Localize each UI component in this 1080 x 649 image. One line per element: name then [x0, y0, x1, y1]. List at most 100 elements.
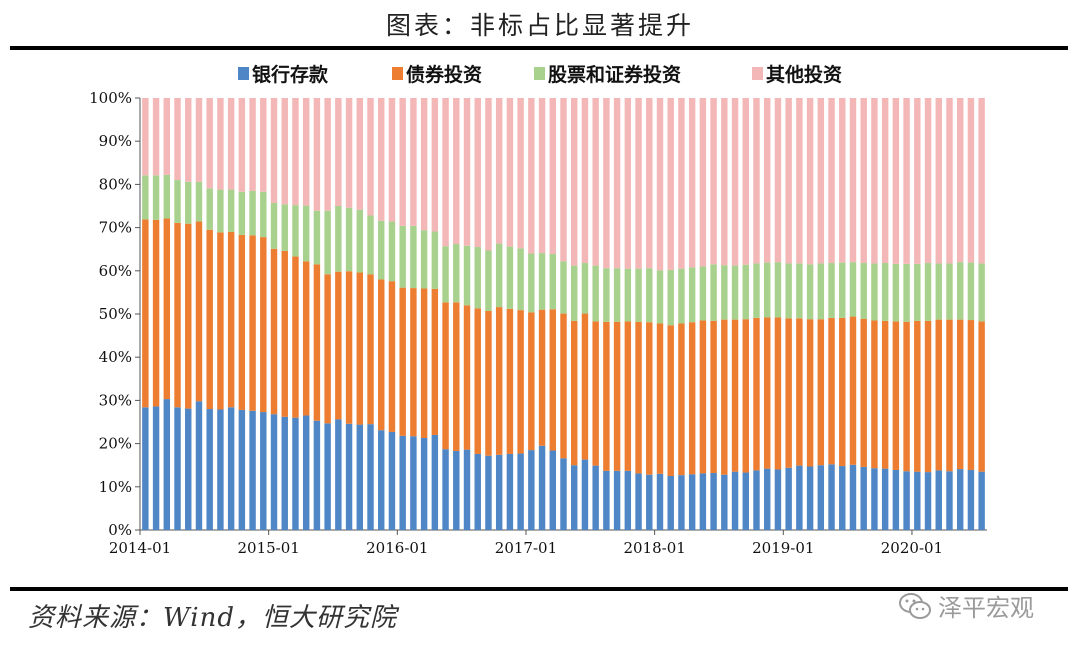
bar-other	[174, 98, 181, 181]
bar-bond	[924, 320, 932, 473]
bar-other	[635, 98, 642, 269]
bar-other	[206, 98, 213, 189]
bar-bank	[431, 434, 439, 530]
bar-equity	[731, 265, 739, 320]
bar-bank	[281, 416, 288, 530]
bar-other	[731, 98, 739, 266]
bar-equity	[399, 225, 406, 288]
bar-equity	[206, 188, 213, 230]
bar-bank	[292, 417, 299, 530]
bar-other	[410, 98, 417, 226]
legend-label-equity: 股票和证券投资	[548, 63, 681, 86]
bar-other	[753, 98, 760, 264]
bar-bond	[785, 318, 792, 468]
bar-equity	[410, 225, 417, 289]
bar-stack-2015-06	[324, 98, 331, 530]
bar-stack-2019-12	[903, 98, 910, 530]
bar-other	[967, 98, 975, 263]
bar-bond	[399, 287, 406, 436]
bar-stack-2016-03	[420, 98, 428, 530]
bar-stack-2015-09	[356, 98, 364, 530]
bar-bank	[860, 466, 867, 530]
y-tick-label: 90%	[99, 132, 132, 150]
bar-equity	[667, 269, 674, 326]
bar-bond	[431, 288, 439, 435]
bar-bank	[785, 467, 792, 530]
bar-bond	[152, 219, 160, 407]
bar-other	[260, 98, 267, 192]
bar-bond	[238, 234, 246, 410]
bar-bond	[860, 318, 867, 467]
bar-stack-2020-06	[967, 98, 975, 530]
bar-stack-2017-11	[635, 98, 642, 530]
bar-other	[560, 98, 567, 262]
bar-equity	[924, 263, 932, 321]
bar-bond	[174, 222, 181, 408]
bar-other	[903, 98, 910, 264]
bar-other	[871, 98, 878, 264]
bar-equity	[774, 262, 782, 318]
bar-bank	[978, 471, 985, 530]
bar-stack-2018-09	[742, 98, 749, 530]
bar-stack-2014-08	[217, 98, 224, 530]
bar-bank	[914, 471, 921, 530]
bar-other	[785, 98, 792, 264]
bar-stack-2019-03	[806, 98, 814, 530]
y-tick-label: 0%	[108, 521, 132, 539]
bar-bond	[217, 232, 224, 410]
bar-equity	[560, 261, 567, 314]
bar-bond	[495, 307, 503, 455]
bar-equity	[152, 175, 160, 220]
bar-equity	[506, 246, 514, 309]
bar-other	[185, 98, 192, 182]
bar-equity	[485, 250, 492, 311]
bar-stack-2018-08	[731, 98, 739, 530]
bar-other	[217, 98, 224, 190]
bar-equity	[324, 210, 331, 275]
bar-bank	[388, 431, 396, 530]
bar-bank	[324, 423, 331, 530]
bar-equity	[849, 262, 857, 317]
bar-equity	[785, 263, 792, 319]
bar-stack-2015-02	[281, 98, 288, 530]
x-tick-label: 2019-01	[752, 539, 814, 557]
legend-swatch-other	[752, 67, 763, 80]
bar-stack-2019-07	[849, 98, 857, 530]
bar-stack-2015-11	[378, 98, 385, 530]
bar-bond	[549, 309, 556, 451]
bar-bank	[560, 458, 567, 530]
bar-equity	[420, 230, 428, 289]
bar-bond	[646, 322, 653, 475]
bar-bank	[603, 470, 610, 530]
bar-bond	[967, 320, 975, 470]
bar-bond	[935, 319, 942, 471]
bar-stack-2015-01	[270, 98, 278, 530]
chart-title: 图表：非标占比显著提升	[385, 11, 694, 40]
legend-label-other: 其他投资	[766, 63, 842, 86]
bar-equity	[817, 263, 825, 320]
bar-bank	[753, 470, 760, 530]
bar-bond	[721, 319, 728, 475]
bar-bank	[345, 423, 353, 530]
bar-bank	[656, 473, 664, 530]
bar-stack-2017-08	[603, 98, 610, 530]
bar-other	[613, 98, 621, 269]
watermark-text: 泽平宏观	[938, 594, 1034, 622]
legend-item-equity: 股票和证券投资	[534, 63, 681, 86]
bar-equity	[710, 264, 717, 321]
bar-other	[592, 98, 599, 266]
bar-bank	[538, 445, 546, 530]
bar-stack-2014-03	[163, 98, 171, 530]
bar-stack-2016-11	[506, 98, 514, 530]
bar-stack-2017-07	[592, 98, 599, 530]
bar-other	[956, 98, 964, 263]
bar-equity	[549, 253, 556, 310]
bar-bond	[206, 229, 213, 410]
bar-bond	[463, 305, 471, 450]
bar-bond	[849, 316, 857, 465]
bar-stack-2018-12	[774, 98, 782, 530]
bar-stack-2015-08	[345, 98, 353, 530]
bar-stack-2017-03	[549, 98, 556, 530]
bar-other	[388, 98, 396, 222]
bar-bond	[688, 322, 696, 475]
